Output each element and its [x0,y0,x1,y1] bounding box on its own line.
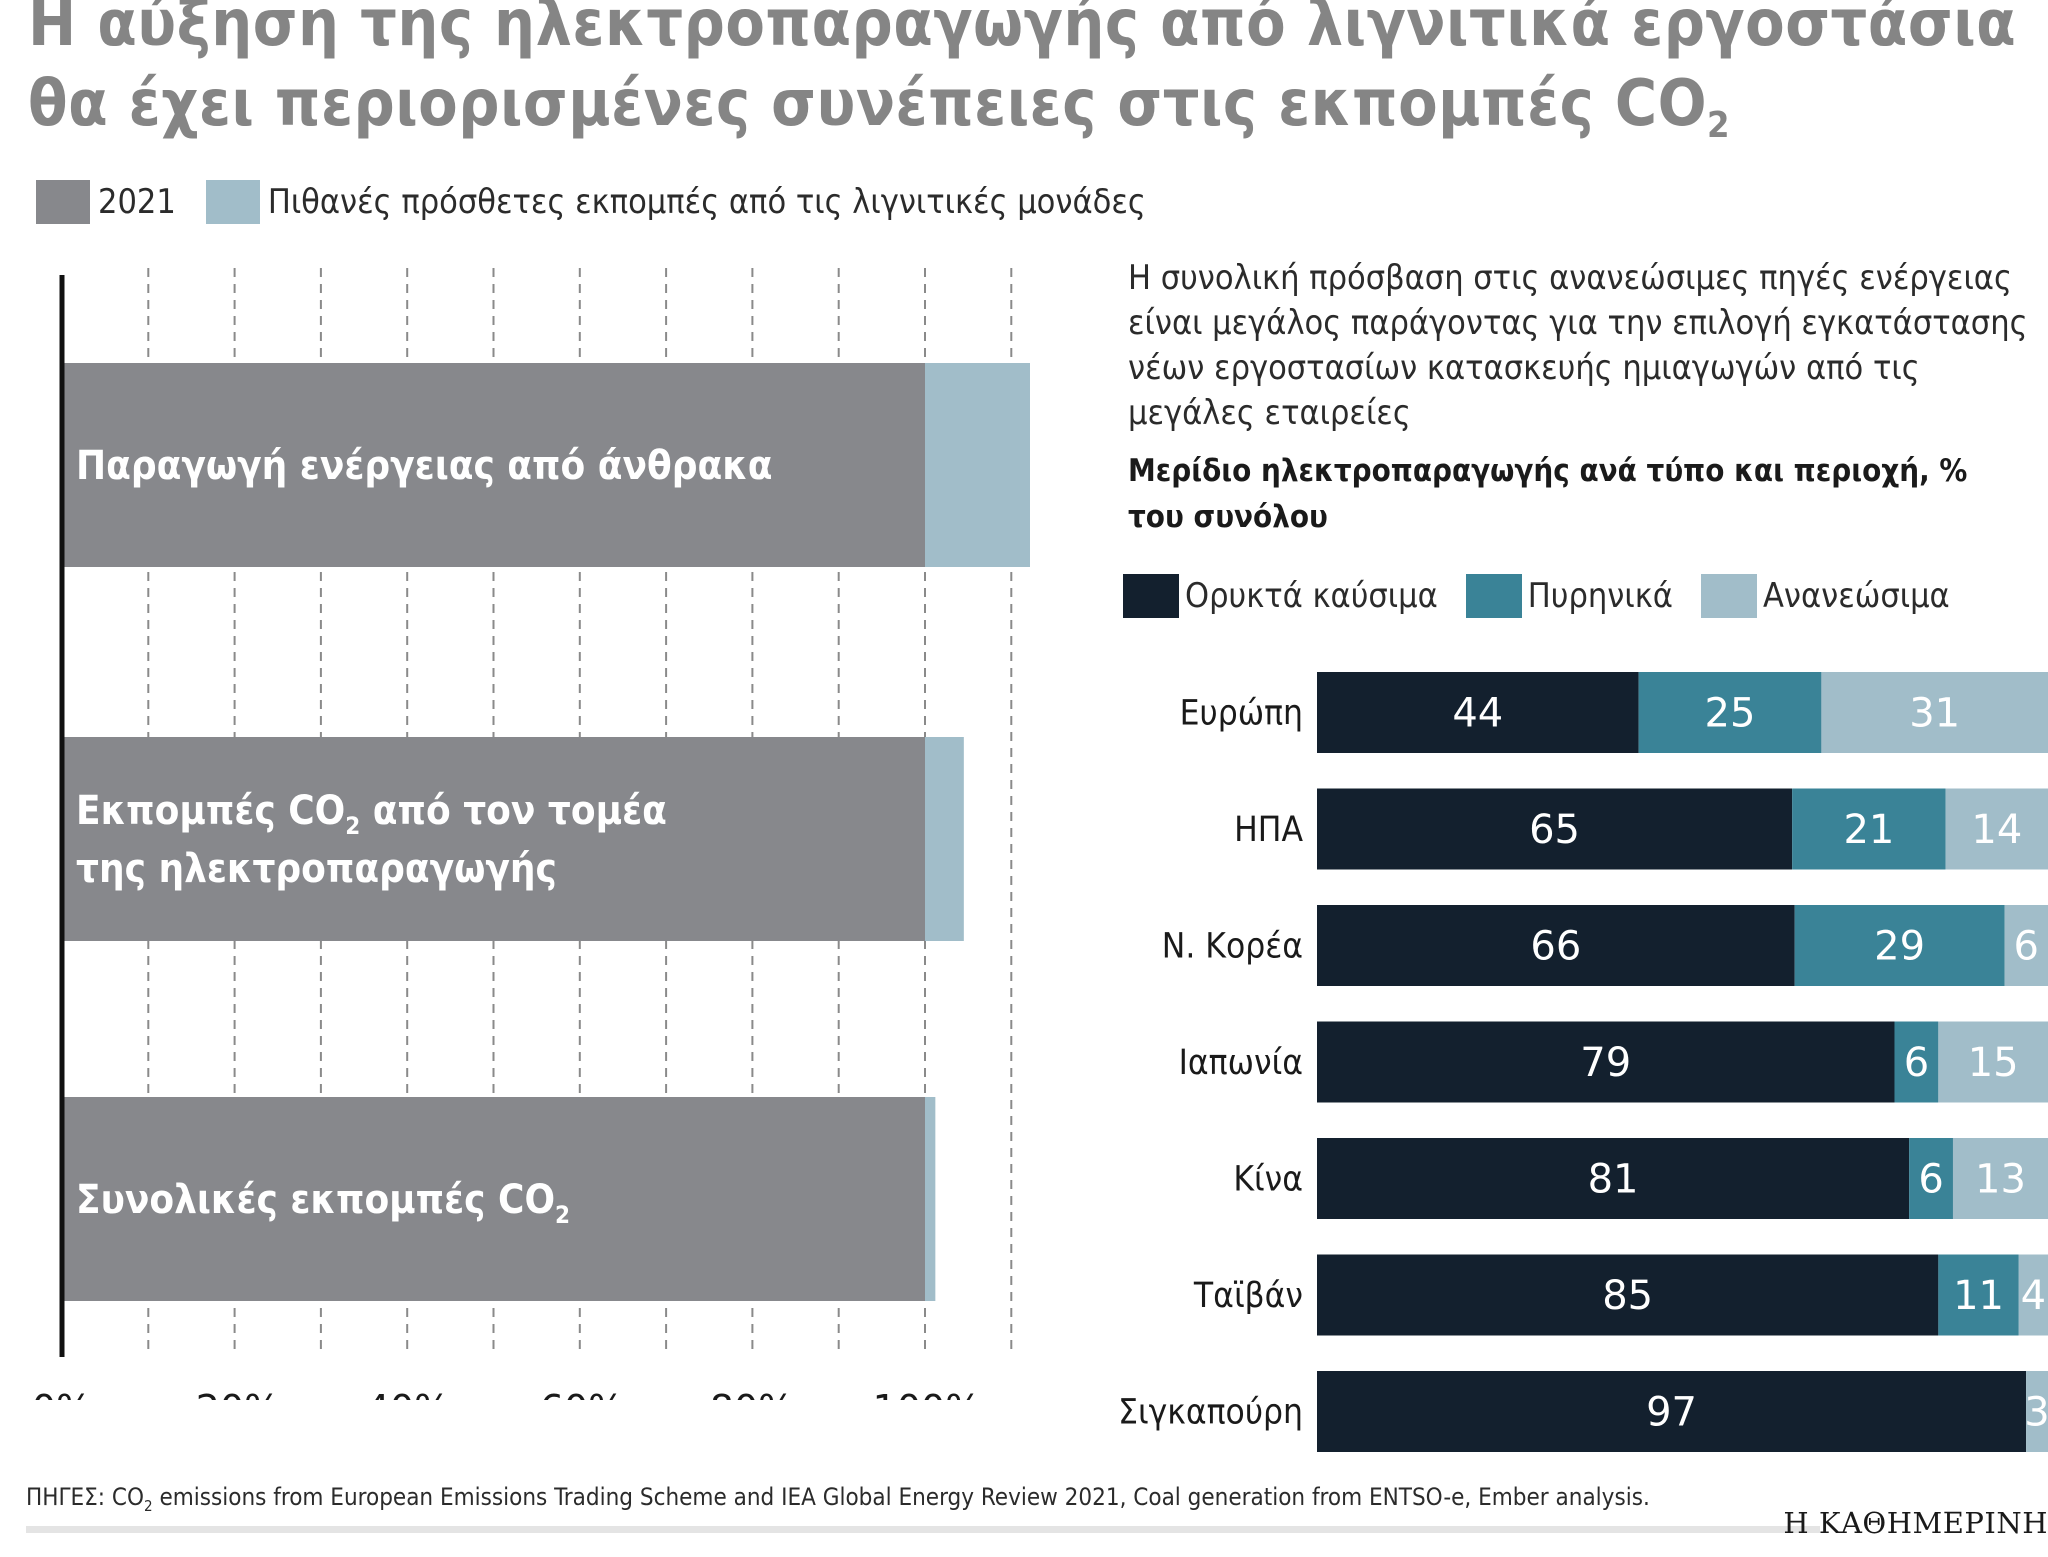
legend-swatch-nuclear [1465,574,1522,618]
right-chart-intro: Η συνολική πρόσβαση στις ανανεώσιμες πηγ… [1128,258,2028,433]
legend-label-renewables: Ανανεώσιμα [1762,576,1950,616]
brand-logo: Η ΚΑΘΗΜΕΡΙΝΗ [1783,1506,2048,1540]
segment-nuclear [1794,905,2005,986]
segment-nuclear [1894,1021,1939,1103]
bar-2021 [62,737,925,941]
legend-label-2021: 2021 [98,182,176,222]
segment-fossil [1317,1021,1895,1103]
bar-2021 [62,363,925,567]
legend-swatch-fossil [1123,574,1179,618]
x-tick-label: 100% [873,1387,982,1400]
headline: Η αύξηση της ηλεκτροπαραγωγής από λιγνιτ… [28,0,2018,144]
source-text: emissions from European Emissions Tradin… [152,1483,1650,1511]
left-bar-chart: Παραγωγή ενέργειας από άνθρακα Εκπομπές C… [32,268,1030,1400]
segment-fossil [1317,1254,1939,1336]
headline-line-2: θα έχει περιορισμένες συνέπειες στις εκπ… [28,64,2018,144]
headline-subscript: 2 [1707,105,1731,146]
segment-renewables [2004,905,2048,986]
segment-fossil [1317,1138,1910,1219]
footer-divider [26,1526,1820,1533]
value-label: 4 [2021,1273,2046,1319]
value-label: 97 [1646,1390,1697,1436]
headline-line-2-text: θα έχει περιορισμένες συνέπειες στις εκπ… [28,67,1707,141]
segment-fossil [1317,672,1639,753]
legend-label-fossil: Ορυκτά καύσιμα [1185,576,1438,616]
segment-renewables [1945,788,2048,870]
legend-label-nuclear: Πυρηνικά [1527,576,1673,616]
legend-item-renewables: Ανανεώσιμα [1700,574,1950,618]
category-label: Ιαπωνία [1179,1043,1303,1083]
segment-renewables [1938,1021,2048,1103]
segment-fossil [1317,1371,2027,1452]
segment-renewables [2026,1371,2048,1452]
value-label: 66 [1530,924,1581,970]
legend-item-2021: 2021 [36,180,176,224]
x-tick-label: 0% [32,1387,92,1400]
segment-renewables [1952,1138,2048,1219]
left-chart-legend: 2021 Πιθανές πρόσθετες εκπομπές από τις … [36,180,1176,224]
category-label: ΗΠΑ [1234,810,1303,850]
category-label: Ν. Κορέα [1162,927,1303,967]
segment-nuclear [1638,672,1822,753]
category-label: Ταϊβάν [1193,1276,1303,1316]
value-label: 21 [1843,807,1894,853]
segment-nuclear [1938,1254,2019,1336]
value-label: 6 [2014,924,2039,970]
value-label: 81 [1588,1157,1639,1203]
value-label: 85 [1602,1273,1653,1319]
x-tick-label: 60% [540,1387,624,1400]
value-label: 65 [1529,807,1580,853]
legend-item-additional: Πιθανές πρόσθετες εκπομπές από τις λιγνι… [205,180,1146,224]
legend-item-nuclear: Πυρηνικά [1465,574,1673,618]
segment-nuclear [1909,1138,1953,1219]
value-label: 6 [1918,1157,1943,1203]
value-label: 25 [1705,691,1756,737]
bar-additional-emissions [925,1097,936,1301]
value-label: 29 [1874,924,1925,970]
segment-renewables [1821,672,2048,753]
bar-additional-emissions [925,737,964,941]
legend-item-fossil: Ορυκτά καύσιμα [1123,574,1438,618]
category-label: Ευρώπη [1180,694,1303,734]
segment-nuclear [1792,788,1946,870]
right-chart-title: Μερίδιο ηλεκτροπαραγωγής ανά τύπο και πε… [1128,453,1968,535]
bar-label: Συνολικές εκπομπές CO2 [76,1177,570,1229]
source-subscript: 2 [144,1496,153,1515]
legend-swatch-2021 [36,180,90,224]
value-label: 44 [1452,691,1503,737]
category-label: Σιγκαπούρη [1118,1393,1303,1433]
value-label: 14 [1971,807,2022,853]
bar-label: Παραγωγή ενέργειας από άνθρακα [76,443,772,489]
headline-line-1: Η αύξηση της ηλεκτροπαραγωγής από λιγνιτ… [28,0,2017,61]
x-tick-label: 40% [366,1387,450,1400]
source-prefix: ΠΗΓΕΣ: CO [26,1483,144,1511]
bar-label: Εκπομπές CO2 από τον τομέα της ηλεκτροπαρ… [76,788,667,892]
bar-2021 [62,1097,925,1301]
x-tick-label: 80% [710,1387,794,1400]
segment-fossil [1317,905,1795,986]
value-label: 3 [2024,1390,2048,1436]
legend-swatch-additional [205,180,260,224]
value-label: 79 [1580,1040,1631,1086]
legend-label-additional: Πιθανές πρόσθετες εκπομπές από τις λιγνι… [267,182,1146,222]
value-label: 15 [1968,1040,2019,1086]
segment-fossil [1317,788,1793,870]
segment-renewables [2018,1254,2048,1336]
value-label: 6 [1904,1040,1929,1086]
legend-swatch-renewables [1700,574,1757,618]
bar-additional-emissions [925,363,1030,567]
value-label: 31 [1909,691,1960,737]
value-label: 13 [1975,1157,2026,1203]
source-note: ΠΗΓΕΣ: CO2 emissions from European Emiss… [26,1483,1650,1515]
x-tick-label: 20% [196,1387,280,1400]
category-label: Κίνα [1233,1160,1303,1200]
right-chart-legend: Ορυκτά καύσιμα Πυρηνικά Ανανεώσιμα [1123,574,1978,618]
value-label: 11 [1953,1273,2004,1319]
